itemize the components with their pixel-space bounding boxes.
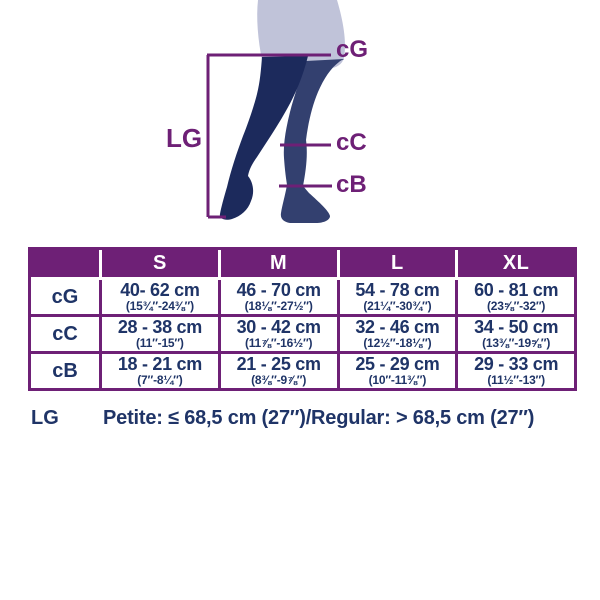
cm-range: 32 - 46 cm [355, 317, 440, 337]
cell-cb-s: 18 - 21 cm (7″-8¼″) [102, 354, 218, 388]
inch-range: (8⅜″-9⅞″) [251, 373, 307, 387]
inch-range: (11½″-13″) [487, 373, 545, 387]
size-table: S M L XL cG 40- 62 cm (15¾″-24⅜″) 46 - 7… [28, 247, 577, 391]
cell-cc-s: 28 - 38 cm (11″-15″) [102, 317, 218, 351]
row-label-cc: cC [31, 317, 99, 351]
corner-header-cell [31, 250, 99, 277]
row-label-cg: cG [31, 280, 99, 314]
cm-range: 21 - 25 cm [236, 354, 321, 374]
lg-note-text: Petite: ≤ 68,5 cm (27″)/Regular: > 68,5 … [103, 407, 535, 429]
lg-note-label: LG [31, 407, 59, 429]
cell-cb-l: 25 - 29 cm (10″-11⅜″) [339, 354, 456, 388]
size-table-header: S M L XL [31, 250, 574, 277]
inch-range: (23⅝″-32″) [487, 299, 546, 313]
near-leg-silhouette [219, 56, 308, 220]
leg-measurement-diagram: LG cG cC cB [166, 0, 368, 223]
cell-cc-m: 30 - 42 cm (11⅞″-16½″) [220, 317, 337, 351]
cm-range: 30 - 42 cm [236, 317, 321, 337]
leg-length-note: LG Petite: ≤ 68,5 cm (27″)/Regular: > 68… [31, 406, 591, 430]
cm-range: 54 - 78 cm [355, 280, 440, 300]
cm-range: 18 - 21 cm [117, 354, 202, 374]
lg-diagram-label: LG [166, 123, 202, 153]
cg-diagram-label: cG [336, 36, 368, 63]
inch-range: (11⅞″-16½″) [244, 336, 313, 350]
cell-cb-m: 21 - 25 cm (8⅜″-9⅞″) [220, 354, 337, 388]
cm-range: 34 - 50 cm [474, 317, 559, 337]
cm-range: 29 - 33 cm [474, 354, 559, 374]
cell-cg-m: 46 - 70 cm (18⅛″-27½″) [220, 280, 337, 314]
row-label-cb: cB [31, 354, 99, 388]
column-header-l: L [339, 250, 456, 277]
inch-range: (13⅜″-19⅝″) [482, 336, 551, 350]
cm-range: 46 - 70 cm [236, 280, 321, 300]
cc-diagram-label: cC [336, 129, 367, 156]
column-header-xl: XL [458, 250, 574, 277]
cb-diagram-label: cB [336, 171, 367, 198]
cell-cg-xl: 60 - 81 cm (23⅝″-32″) [458, 280, 574, 314]
inch-range: (21¼″-30¾″) [363, 299, 432, 313]
cm-range: 25 - 29 cm [355, 354, 440, 374]
column-header-s: S [102, 250, 218, 277]
cell-cg-s: 40- 62 cm (15¾″-24⅜″) [102, 280, 218, 314]
column-header-m: M [220, 250, 337, 277]
inch-range: (15¾″-24⅜″) [125, 299, 194, 313]
cm-range: 28 - 38 cm [117, 317, 202, 337]
size-table-body: cG 40- 62 cm (15¾″-24⅜″) 46 - 70 cm (18⅛… [31, 280, 574, 388]
inch-range: (11″-15″) [136, 336, 184, 350]
inch-range: (12½″-18⅛″) [363, 336, 432, 350]
inch-range: (7″-8¼″) [137, 373, 183, 387]
cm-range: 40- 62 cm [120, 280, 200, 300]
hip-silhouette [257, 0, 346, 69]
cell-cc-xl: 34 - 50 cm (13⅜″-19⅝″) [458, 317, 574, 351]
far-leg-silhouette [280, 59, 344, 223]
cell-cg-l: 54 - 78 cm (21¼″-30¾″) [339, 280, 456, 314]
inch-range: (18⅛″-27½″) [244, 299, 313, 313]
header-divider [31, 277, 574, 280]
cell-cc-l: 32 - 46 cm (12½″-18⅛″) [339, 317, 456, 351]
inch-range: (10″-11⅜″) [368, 373, 427, 387]
lg-bracket [206, 55, 226, 219]
cell-cb-xl: 29 - 33 cm (11½″-13″) [458, 354, 574, 388]
cm-range: 60 - 81 cm [474, 280, 559, 300]
